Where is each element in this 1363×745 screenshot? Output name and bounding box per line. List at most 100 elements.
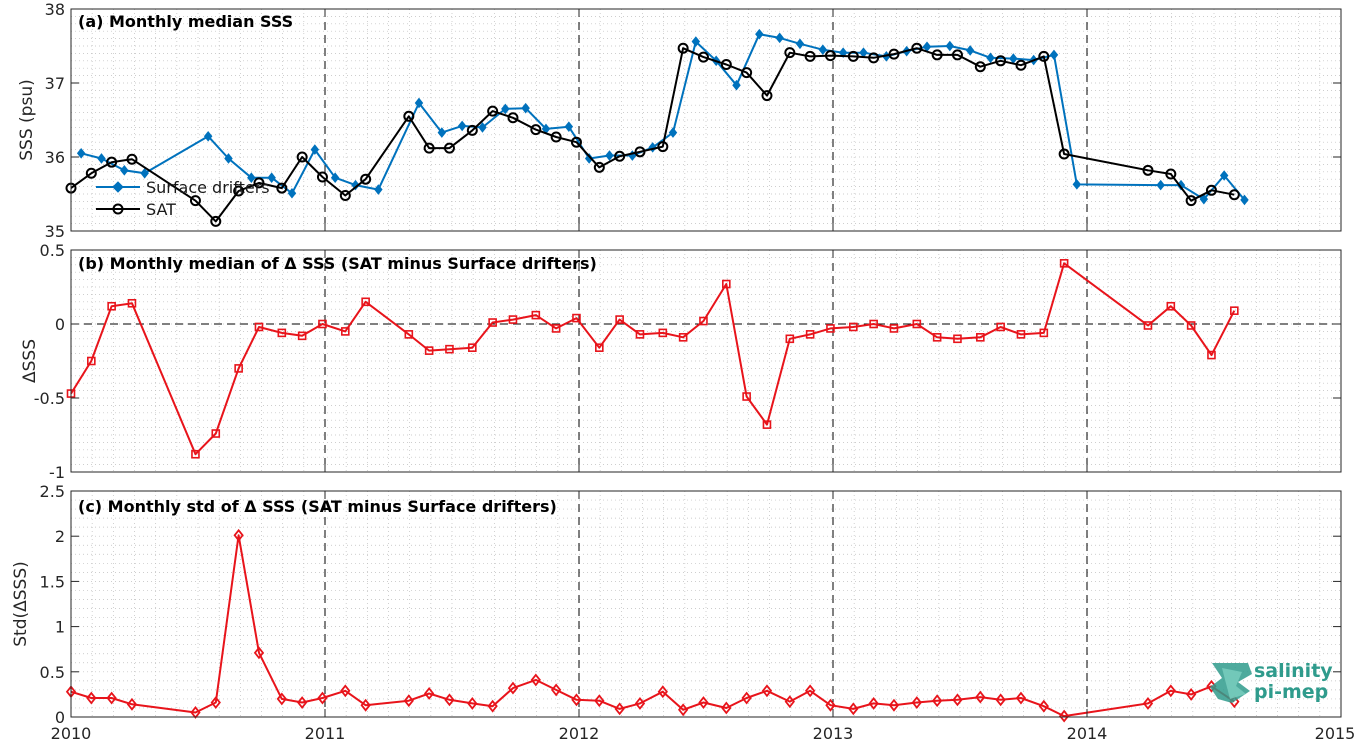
data-point (614, 702, 625, 716)
data-point (224, 153, 233, 164)
data-point (551, 324, 561, 333)
data-point (564, 121, 574, 132)
data-point (1185, 195, 1197, 207)
data-point (1038, 699, 1049, 713)
data-point (1165, 684, 1176, 698)
data-point (1039, 328, 1049, 338)
data-point (316, 171, 328, 183)
data-point (761, 90, 773, 102)
legend: Surface drifters SAT (96, 178, 270, 219)
data-point (995, 55, 1007, 67)
data-point (277, 328, 287, 338)
logo-text-pi-mep: pi-mep (1254, 681, 1328, 703)
data-point (741, 691, 752, 705)
data-point (457, 120, 467, 132)
data-point (1143, 321, 1153, 330)
legend-drifters-marker (112, 181, 124, 193)
data-point (1058, 148, 1070, 160)
data-point (140, 167, 149, 179)
data-point (869, 319, 878, 329)
data-point (657, 141, 669, 153)
data-point (721, 701, 732, 715)
data-point (521, 102, 530, 114)
data-point (784, 47, 796, 59)
y-tick-label: 35 (45, 222, 65, 241)
y-tick-label: 38 (45, 0, 65, 19)
data-point (1228, 189, 1240, 201)
data-point (1015, 691, 1027, 705)
y-tick-label: 0 (55, 315, 65, 334)
data-point (1015, 59, 1027, 71)
data-point (276, 182, 288, 194)
panel-a-monthly-median-sss: 35 36 37 38 (a) Monthly median SSS SSS (psu… (17, 0, 1342, 241)
data-point (732, 79, 741, 91)
data-point (478, 122, 487, 133)
data-point (824, 50, 836, 62)
y-tick-label: 2 (55, 527, 65, 546)
data-point (339, 189, 351, 201)
panel-b-ylabel: ΔSSS (20, 339, 40, 383)
data-point (414, 97, 424, 109)
y-tick-label: 2.5 (40, 482, 65, 501)
data-point (1016, 330, 1026, 339)
data-point (762, 420, 772, 429)
data-point (508, 315, 518, 324)
data-point (826, 324, 835, 333)
data-point (424, 346, 434, 355)
data-point (87, 356, 96, 366)
data-point (531, 310, 541, 320)
data-point (889, 324, 899, 333)
data-point (530, 124, 542, 136)
data-point (210, 215, 222, 227)
legend-label-drifters: Surface drifters (146, 178, 270, 197)
data-point (614, 150, 626, 162)
data-point (1059, 259, 1069, 268)
data-point (330, 172, 340, 184)
data-point (234, 364, 243, 373)
data-point (466, 124, 478, 136)
data-point (211, 429, 221, 438)
data-point (203, 130, 213, 142)
data-point (1240, 194, 1249, 206)
data-point (360, 698, 371, 712)
data-point (868, 52, 880, 64)
data-point (467, 696, 478, 710)
data-point (804, 684, 816, 698)
data-point (818, 44, 828, 56)
data-point (550, 683, 562, 697)
data-point (911, 696, 922, 709)
data-point (1166, 301, 1176, 311)
data-point (570, 136, 582, 148)
data-point (995, 693, 1006, 707)
data-point (755, 28, 764, 40)
data-point (1199, 193, 1209, 205)
x-tick-label: 2015 (1315, 724, 1356, 743)
logo-text-salinity: salinity (1254, 660, 1333, 682)
data-point (1186, 321, 1196, 330)
data-point (634, 696, 646, 710)
data-point (847, 50, 859, 62)
data-point (189, 195, 201, 207)
data-point (468, 343, 477, 352)
data-point (691, 36, 701, 47)
data-point (1049, 49, 1059, 61)
data-point (507, 681, 519, 695)
data-point (784, 695, 795, 709)
data-point (615, 315, 624, 324)
data-point (1142, 164, 1154, 176)
data-point (849, 322, 858, 332)
data-point (106, 691, 117, 705)
data-point (974, 61, 986, 73)
data-point (233, 528, 244, 542)
data-point (742, 392, 751, 401)
y-tick-label: -1 (49, 463, 65, 482)
panel-a-ylabel: SSS (psu) (17, 79, 37, 160)
data-point (253, 646, 265, 660)
data-point (678, 333, 688, 342)
data-point (965, 45, 975, 56)
data-point (594, 694, 605, 708)
data-point (76, 147, 86, 159)
data-point (267, 172, 276, 184)
data-point (1230, 306, 1239, 315)
